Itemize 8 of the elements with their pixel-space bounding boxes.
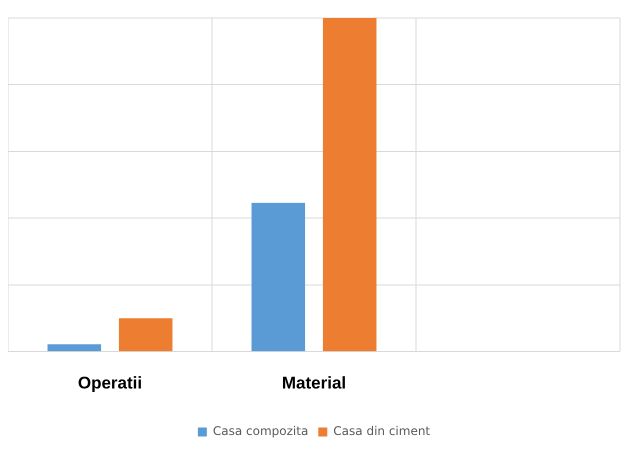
x-tick-label: Operatii (78, 373, 142, 392)
legend-label: Casa compozita (212, 424, 308, 438)
bar (322, 18, 376, 352)
bar (252, 202, 306, 352)
x-tick-label: Material (282, 373, 346, 392)
bar (48, 344, 102, 352)
legend-label: Casa din ciment (333, 424, 430, 438)
bar (118, 318, 172, 352)
